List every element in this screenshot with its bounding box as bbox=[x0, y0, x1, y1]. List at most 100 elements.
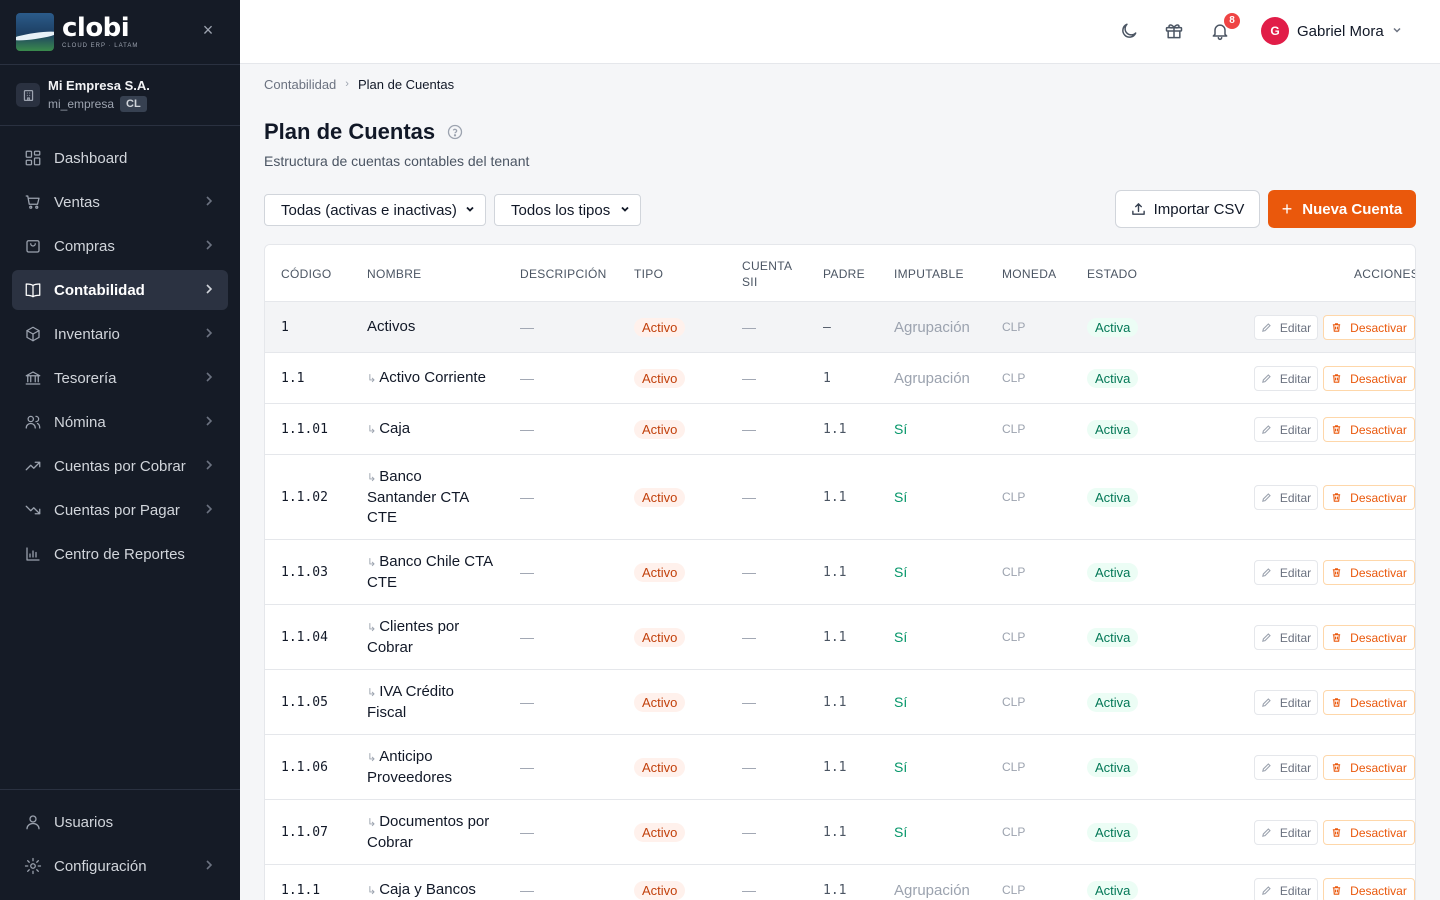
table-row[interactable]: 1.1.06 ↳ Anticipo Proveedores — Activo — 1.1 Sí… bbox=[265, 735, 1415, 800]
account-name[interactable]: ↳ Activo Corriente bbox=[367, 368, 495, 389]
bank-icon bbox=[24, 369, 42, 387]
sidebar-item-nómina[interactable]: Nómina bbox=[12, 402, 228, 442]
deactivate-button[interactable]: Desactivar bbox=[1323, 417, 1415, 442]
sidebar-item-tesorería[interactable]: Tesorería bbox=[12, 358, 228, 398]
account-name[interactable]: ↳ Banco Santander CTA CTE bbox=[367, 467, 495, 528]
deactivate-button[interactable]: Desactivar bbox=[1323, 560, 1415, 585]
sidebar-item-cuentas-por-pagar[interactable]: Cuentas por Pagar bbox=[12, 490, 228, 530]
deactivate-button[interactable]: Desactivar bbox=[1323, 315, 1415, 340]
account-name[interactable]: ↳ Documentos por Cobrar bbox=[367, 812, 495, 853]
table-row[interactable]: 1.1.04 ↳ Clientes por Cobrar — Activo — 1.1 Sí C… bbox=[265, 605, 1415, 670]
new-account-button[interactable]: + Nueva Cuenta bbox=[1268, 190, 1416, 228]
edit-button[interactable]: Editar bbox=[1254, 820, 1318, 845]
table-row[interactable]: 1 Activos — Activo — – Agrupación CLP Activa Edit… bbox=[265, 302, 1415, 353]
deactivate-button[interactable]: Desactivar bbox=[1323, 690, 1415, 715]
breadcrumb: Contabilidad › Plan de Cuentas bbox=[264, 76, 1440, 92]
help-icon[interactable] bbox=[447, 124, 463, 140]
cell-imputable: Sí bbox=[894, 605, 907, 669]
import-csv-label: Importar CSV bbox=[1153, 200, 1245, 218]
moon-icon[interactable] bbox=[1119, 21, 1141, 43]
sidebar-item-dashboard[interactable]: Dashboard bbox=[12, 138, 228, 178]
table-row[interactable]: 1.1 ↳ Activo Corriente — Activo — 1 Agrupación C… bbox=[265, 353, 1415, 404]
table-row[interactable]: 1.1.03 ↳ Banco Chile CTA CTE — Activo — 1.1 Sí C… bbox=[265, 540, 1415, 605]
import-csv-button[interactable]: Importar CSV bbox=[1115, 190, 1260, 228]
header-cuenta-sii[interactable]: CUENTA SII bbox=[742, 245, 792, 302]
edit-label: Editar bbox=[1279, 320, 1312, 335]
close-sidebar-icon[interactable]: × bbox=[202, 20, 214, 40]
account-name[interactable]: ↳ Caja y Bancos bbox=[367, 880, 495, 900]
header-tipo[interactable]: TIPO bbox=[634, 266, 664, 281]
sidebar-item-ventas[interactable]: Ventas bbox=[12, 182, 228, 222]
edit-label: Editar bbox=[1279, 490, 1312, 505]
cell-tipo: Activo bbox=[634, 540, 686, 604]
sidebar-item-centro-de-reportes[interactable]: Centro de Reportes bbox=[12, 534, 228, 574]
cell-imputable: Sí bbox=[894, 800, 907, 864]
sii-value: — bbox=[742, 489, 756, 505]
header-nombre[interactable]: NOMBRE bbox=[367, 266, 422, 281]
company-switcher[interactable]: Mi Empresa S.A. mi_empresa CL bbox=[0, 64, 240, 126]
deactivate-button[interactable]: Desactivar bbox=[1323, 820, 1415, 845]
cell-codigo: 1.1.04 bbox=[281, 605, 328, 669]
table-row[interactable]: 1.1.01 ↳ Caja — Activo — 1.1 Sí CLP Activa Editar D… bbox=[265, 404, 1415, 455]
header-imputable[interactable]: IMPUTABLE bbox=[894, 266, 964, 281]
cell-tipo: Activo bbox=[634, 800, 686, 864]
deactivate-button[interactable]: Desactivar bbox=[1323, 625, 1415, 650]
account-name[interactable]: ↳ IVA Crédito Fiscal bbox=[367, 682, 495, 723]
sidebar-item-cuentas-por-cobrar[interactable]: Cuentas por Cobrar bbox=[12, 446, 228, 486]
deactivate-button[interactable]: Desactivar bbox=[1323, 878, 1415, 900]
header-padre[interactable]: PADRE bbox=[823, 266, 865, 281]
edit-button[interactable]: Editar bbox=[1254, 755, 1318, 780]
cell-padre: 1 bbox=[823, 353, 831, 403]
trash-icon bbox=[1331, 762, 1346, 773]
child-arrow-icon: ↳ bbox=[367, 884, 377, 897]
edit-button[interactable]: Editar bbox=[1254, 625, 1318, 650]
sidebar-item-contabilidad[interactable]: Contabilidad bbox=[12, 270, 228, 310]
user-menu[interactable]: G Gabriel Mora bbox=[1261, 17, 1402, 45]
account-name[interactable]: ↳ Caja bbox=[367, 419, 495, 440]
cell-padre: 1.1 bbox=[823, 605, 846, 669]
table-row[interactable]: 1.1.1 ↳ Caja y Bancos — Activo — 1.1 Agrupación… bbox=[265, 865, 1415, 900]
trash-icon bbox=[1331, 632, 1346, 643]
gift-icon[interactable] bbox=[1164, 21, 1186, 43]
edit-button[interactable]: Editar bbox=[1254, 315, 1318, 340]
edit-button[interactable]: Editar bbox=[1254, 878, 1318, 900]
status-filter-select[interactable]: Todas (activas e inactivas) bbox=[264, 194, 486, 226]
currency-value: CLP bbox=[1002, 883, 1026, 897]
chevron-right-icon bbox=[204, 502, 214, 519]
type-filter-select[interactable]: Todos los tipos bbox=[494, 194, 641, 226]
table-row[interactable]: 1.1.05 ↳ IVA Crédito Fiscal — Activo — 1.1 Sí CL… bbox=[265, 670, 1415, 735]
deactivate-label: Desactivar bbox=[1350, 883, 1407, 898]
type-badge: Activo bbox=[634, 317, 686, 337]
deactivate-button[interactable]: Desactivar bbox=[1323, 366, 1415, 391]
toolbar: Todas (activas e inactivas) Todos los ti… bbox=[264, 190, 1416, 230]
header-descripcion[interactable]: DESCRIPCIÓN bbox=[520, 266, 607, 281]
building-icon bbox=[16, 83, 40, 107]
deactivate-button[interactable]: Desactivar bbox=[1323, 755, 1415, 780]
edit-button[interactable]: Editar bbox=[1254, 417, 1318, 442]
sidebar-item-inventario[interactable]: Inventario bbox=[12, 314, 228, 354]
table-row[interactable]: 1.1.07 ↳ Documentos por Cobrar — Activo — 1.1 S… bbox=[265, 800, 1415, 865]
header-moneda[interactable]: MONEDA bbox=[1002, 266, 1057, 281]
breadcrumb-link-contabilidad[interactable]: Contabilidad bbox=[264, 76, 337, 92]
sidebar-item-configuración[interactable]: Configuración bbox=[12, 846, 228, 886]
cell-descripcion: — bbox=[520, 404, 534, 454]
header-codigo[interactable]: CÓDIGO bbox=[281, 266, 332, 281]
account-name[interactable]: ↳ Anticipo Proveedores bbox=[367, 747, 495, 788]
cell-padre: 1.1 bbox=[823, 670, 846, 734]
bell-icon[interactable]: 8 bbox=[1210, 13, 1240, 43]
edit-button[interactable]: Editar bbox=[1254, 690, 1318, 715]
edit-button[interactable]: Editar bbox=[1254, 560, 1318, 585]
edit-button[interactable]: Editar bbox=[1254, 366, 1318, 391]
table-row[interactable]: 1.1.02 ↳ Banco Santander CTA CTE — Activo — 1.… bbox=[265, 455, 1415, 540]
sidebar-item-usuarios[interactable]: Usuarios bbox=[12, 802, 228, 842]
imputable-value: Sí bbox=[894, 489, 908, 505]
deactivate-button[interactable]: Desactivar bbox=[1323, 485, 1415, 510]
imputable-value: Sí bbox=[894, 694, 908, 710]
sidebar-item-compras[interactable]: Compras bbox=[12, 226, 228, 266]
edit-button[interactable]: Editar bbox=[1254, 485, 1318, 510]
account-name[interactable]: Activos bbox=[367, 317, 495, 337]
header-estado[interactable]: ESTADO bbox=[1087, 266, 1138, 281]
account-name[interactable]: ↳ Banco Chile CTA CTE bbox=[367, 552, 495, 593]
sidebar-item-label: Centro de Reportes bbox=[54, 545, 185, 563]
account-name[interactable]: ↳ Clientes por Cobrar bbox=[367, 617, 495, 658]
